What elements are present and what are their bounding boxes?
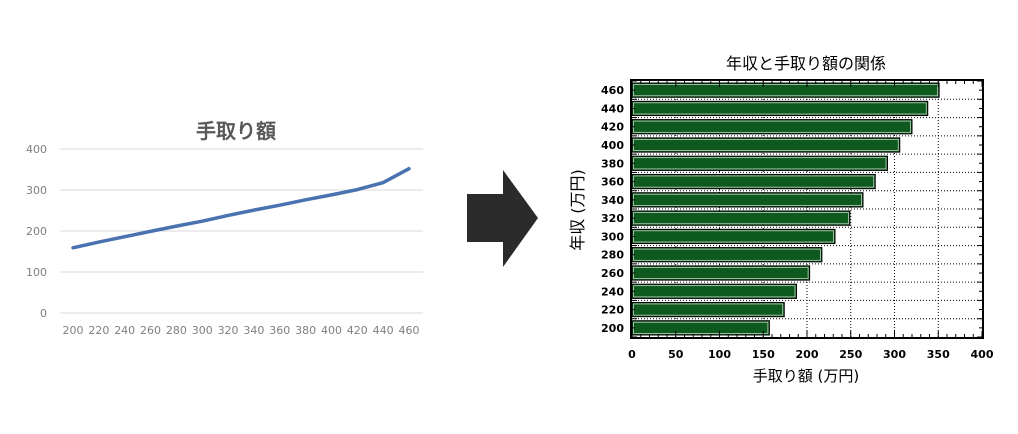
- bar-chart-frame: [630, 79, 984, 339]
- bar-chart-y-tick-label: 320: [601, 212, 624, 225]
- line-chart-gridlines: [60, 148, 423, 314]
- bar-chart-x-tick-label: 200: [796, 348, 819, 361]
- line-chart-x-tick-label: 200: [63, 324, 84, 337]
- line-chart-x-tick-label: 460: [399, 324, 420, 337]
- line-chart-title: 手取り額: [196, 119, 276, 143]
- line-chart-x-tick-label: 360: [269, 324, 290, 337]
- line-chart-x-tick-label: 240: [114, 324, 135, 337]
- bar-chart-bar: [631, 155, 888, 171]
- bar-chart-bar: [631, 247, 823, 263]
- bar-chart-bar: [631, 228, 836, 245]
- line-chart-y-tick-label: 200: [26, 225, 47, 238]
- bar-chart-bar: [631, 100, 929, 117]
- bar-chart-title: 年収と手取り額の関係: [726, 54, 886, 73]
- line-chart-x-tick-label: 420: [347, 324, 368, 337]
- bar-chart-x-tick-label: 350: [927, 348, 950, 361]
- bar-chart-x-tick-label: 0: [628, 348, 636, 361]
- bar-chart-bar: [631, 210, 851, 226]
- bar-chart-y-tick-label: 360: [601, 176, 624, 189]
- line-chart: 手取り額 0 100 200 300 400 200 220 240 260 280 300 320…: [26, 119, 423, 337]
- bar-chart-bar: [631, 265, 811, 281]
- line-chart-x-tick-label: 300: [192, 324, 213, 337]
- line-chart-series: [71, 166, 411, 250]
- bar-chart-bar: [631, 320, 770, 336]
- line-chart-x-tick-label: 380: [295, 324, 316, 337]
- bar-chart-y-tick-label: 300: [601, 230, 624, 243]
- bar-chart-x-tick-label: 50: [668, 348, 684, 361]
- bar-chart-y-axis-label: 年収 (万円): [568, 169, 587, 251]
- bar-chart-bar: [631, 137, 901, 153]
- bar-chart-y-tick-label: 220: [601, 304, 624, 317]
- bar-chart-y-tick-label: 380: [601, 157, 624, 170]
- bar-chart-x-tick-label: 300: [883, 348, 906, 361]
- bar-chart-y-tick-label: 420: [601, 121, 624, 134]
- bar-chart-x-axis-label: 手取り額 (万円): [753, 367, 859, 385]
- line-chart-series-line: [71, 166, 411, 250]
- bar-chart-bar: [631, 82, 940, 98]
- bar-chart-minor-ticks: [631, 80, 983, 338]
- bar-chart-x-ticks: 0 50 100 150 200 250 300 350 400: [628, 348, 994, 361]
- bar-chart-y-tick-label: 240: [601, 285, 624, 298]
- line-chart-x-ticks: 200 220 240 260 280 300 320 340 360 380 400 420 440 4…: [63, 324, 420, 337]
- bar-chart-bar: [631, 301, 785, 318]
- bar-chart-bar: [631, 119, 913, 135]
- bar-chart-bar: [631, 173, 876, 190]
- bar-chart-y-tick-label: 260: [601, 267, 624, 280]
- bar-chart-y-tick-label: 460: [601, 84, 624, 97]
- line-chart-y-tick-label: 0: [40, 307, 47, 320]
- bar-chart-y-tick-label: 400: [601, 139, 624, 152]
- bar-chart-x-tick-label: 150: [752, 348, 775, 361]
- bar-chart-bar: [631, 192, 864, 208]
- line-chart-x-tick-label: 440: [373, 324, 394, 337]
- bar-chart-x-tick-label: 100: [708, 348, 731, 361]
- line-chart-y-ticks: 0 100 200 300 400: [26, 143, 47, 320]
- line-chart-y-tick-label: 400: [26, 143, 47, 156]
- line-chart-x-tick-label: 260: [140, 324, 161, 337]
- bar-chart-y-tick-label: 200: [601, 322, 624, 335]
- bar-chart-x-tick-label: 250: [839, 348, 862, 361]
- line-chart-y-tick-label: 300: [26, 184, 47, 197]
- line-chart-x-tick-label: 340: [243, 324, 264, 337]
- line-chart-x-tick-label: 220: [88, 324, 109, 337]
- bar-chart-y-tick-label: 280: [601, 249, 624, 262]
- bar-chart-x-tick-label: 400: [971, 348, 994, 361]
- bar-chart-y-ticks: 200 220 240 260 280 300 320 340 360 380 400 420 440 4…: [601, 84, 624, 335]
- bar-chart-y-tick-label: 440: [601, 102, 624, 115]
- bar-chart-bar: [631, 283, 797, 299]
- line-chart-x-tick-label: 320: [218, 324, 239, 337]
- line-chart-y-tick-label: 100: [26, 266, 47, 279]
- bar-chart-y-tick-label: 340: [601, 194, 624, 207]
- line-chart-x-tick-label: 400: [321, 324, 342, 337]
- line-chart-x-tick-label: 280: [166, 324, 187, 337]
